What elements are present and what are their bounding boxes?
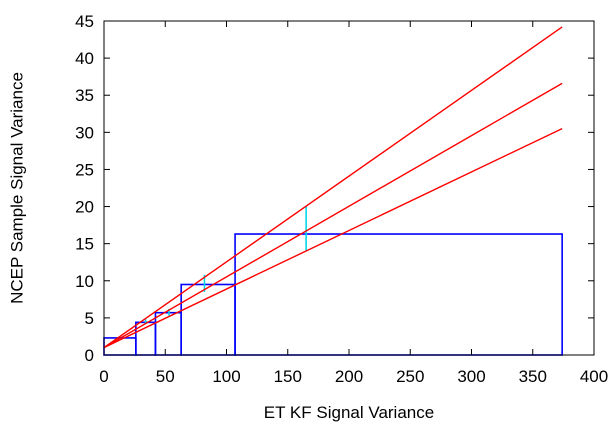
bin-box-4	[180, 283, 236, 356]
x-tick-label: 250	[396, 367, 424, 386]
y-tick-label: 20	[75, 198, 94, 217]
x-tick-label: 400	[580, 367, 608, 386]
y-tick-label: 10	[75, 272, 94, 291]
y-tick-label: 5	[85, 309, 94, 328]
y-tick-label: 30	[75, 123, 94, 142]
plot-marks	[103, 26, 563, 356]
bin-box-3	[154, 311, 182, 356]
bin-box-5	[234, 233, 563, 356]
y-tick-label: 45	[75, 12, 94, 31]
y-tick-label: 25	[75, 160, 94, 179]
x-tick-label: 100	[212, 367, 240, 386]
series-line-2	[103, 82, 563, 349]
x-tick-label: 50	[156, 367, 175, 386]
series-line-1	[103, 26, 563, 349]
y-tick-label: 40	[75, 49, 94, 68]
x-tick-label: 200	[335, 367, 363, 386]
y-tick-label: 0	[85, 346, 94, 365]
ticks: 0 50 100 150 200 250 300 350 400 0 5 10 15 20 25 30 35 40…	[75, 12, 608, 386]
series-line-3	[103, 127, 563, 349]
x-tick-label: 0	[99, 367, 108, 386]
y-tick-label: 15	[75, 235, 94, 254]
x-tick-label: 150	[274, 367, 302, 386]
y-axis-title: NCEP Sample Signal Variance	[7, 72, 26, 304]
x-axis-title: ET KF Signal Variance	[264, 403, 434, 422]
x-tick-label: 300	[457, 367, 485, 386]
y-tick-label: 35	[75, 86, 94, 105]
x-tick-label: 350	[519, 367, 547, 386]
